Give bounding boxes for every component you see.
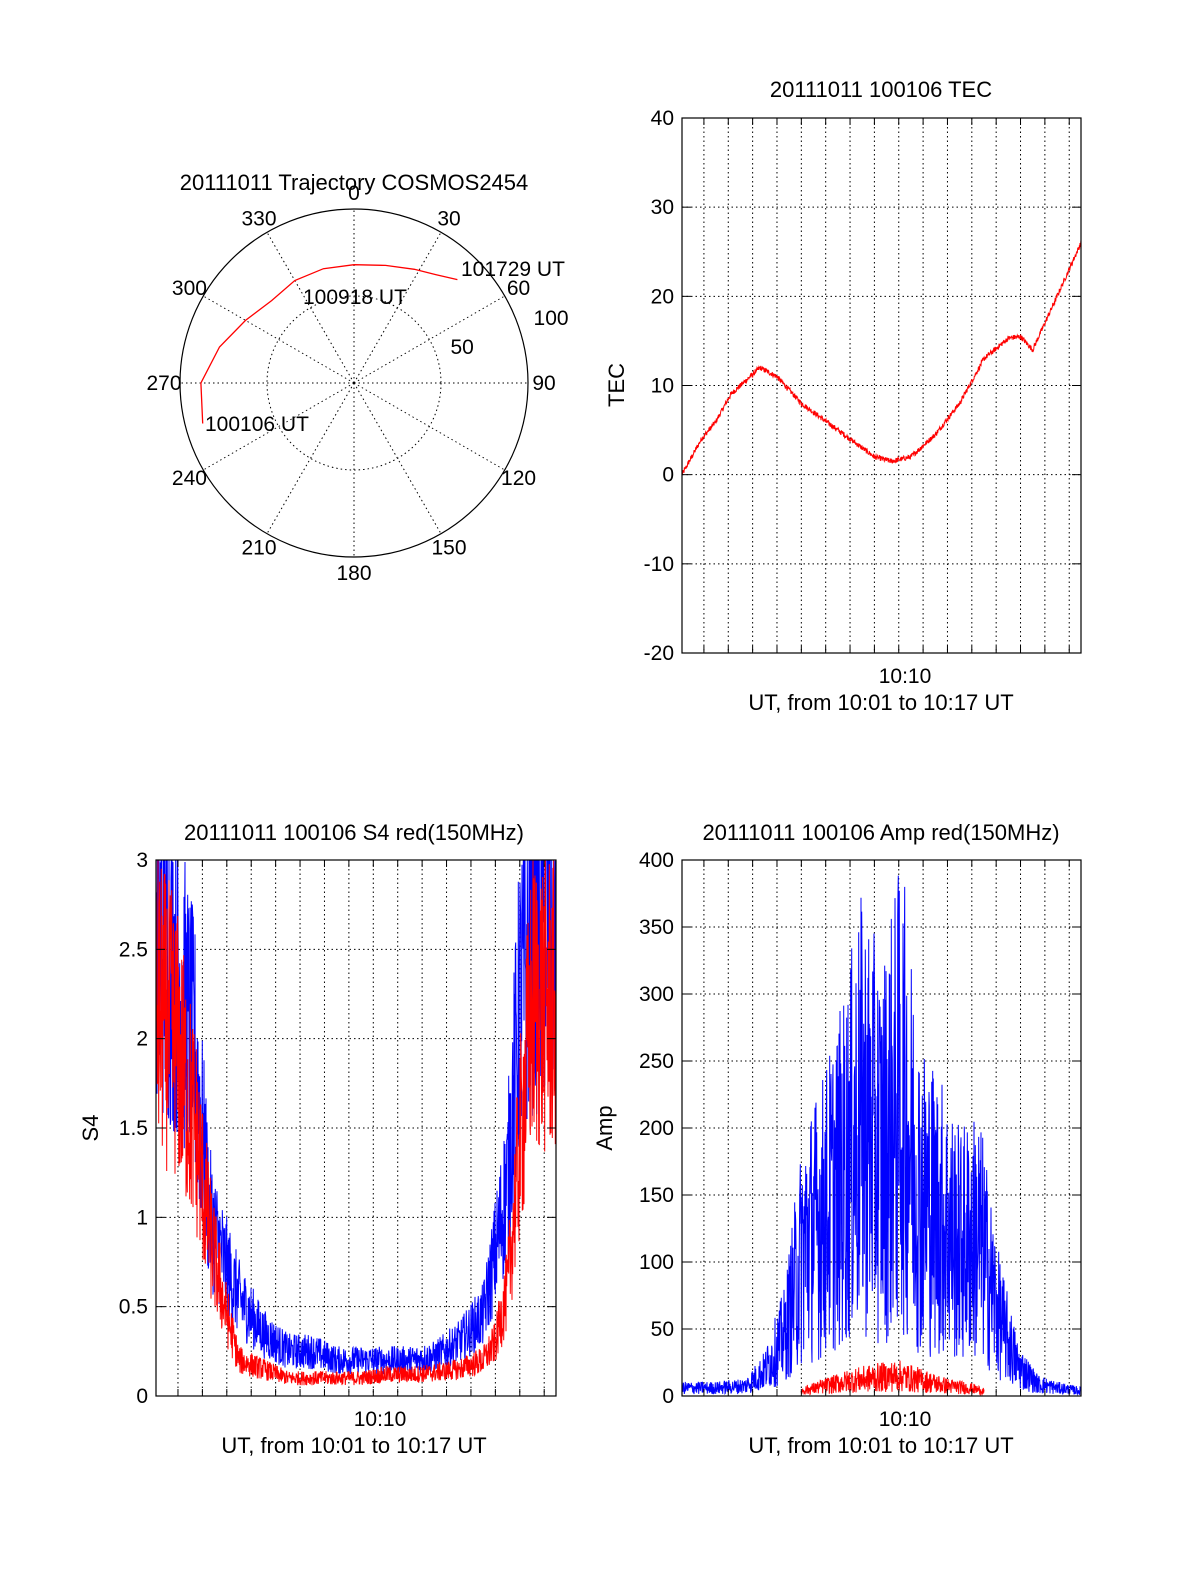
tec-series <box>681 240 1082 476</box>
s4-grid <box>156 860 556 1396</box>
s4-series-line <box>155 859 557 1376</box>
tec-y-tick-label: 40 <box>651 107 674 130</box>
tec-ticks: -20 -10 0 10 20 30 40 <box>644 107 1081 665</box>
amp-y-tick-label: 250 <box>639 1050 674 1073</box>
amp-y-tick-label: 400 <box>639 849 674 872</box>
s4-x-axis-label: UT, from 10:01 to 10:17 UT <box>221 1433 486 1458</box>
amp-y-axis-label: Amp <box>592 1105 617 1150</box>
polar-series <box>200 264 458 424</box>
s4-y-tick-label: 0 <box>136 1385 148 1408</box>
s4-series-line <box>155 859 557 1386</box>
polar-spoke <box>203 382 355 471</box>
tec-series-line <box>681 240 1082 476</box>
amp-series-line <box>800 1360 985 1397</box>
polar-azimuth-tick-label: 300 <box>172 277 207 300</box>
tec-y-tick-label: 30 <box>651 196 674 219</box>
tec-grid <box>682 118 1081 653</box>
polar-ring <box>266 295 442 471</box>
s4-ticks: 0 0.5 1 1.5 2 2.5 3 <box>119 849 556 1408</box>
tec-y-tick-label: -20 <box>644 642 674 665</box>
amp-ticks: 0 50 100 150 200 250 300 350 400 <box>639 849 1081 1408</box>
amp-y-tick-label: 0 <box>662 1385 674 1408</box>
tec-x-axis-label: UT, from 10:01 to 10:17 UT <box>748 690 1013 715</box>
annotation-mid-time: 100918 UT <box>303 286 407 309</box>
polar-spoke <box>266 382 355 534</box>
tec-title: 20111011 100106 TEC <box>770 77 992 102</box>
s4-y-tick-label: 0.5 <box>119 1296 148 1319</box>
amp-y-tick-label: 50 <box>651 1318 674 1341</box>
polar-azimuth-tick-label: 150 <box>431 537 466 560</box>
s4-y-tick-label: 1.5 <box>119 1117 148 1140</box>
polar-radial-tick-label: 100 <box>534 307 569 330</box>
s4-series <box>155 859 557 1386</box>
s4-y-tick-label: 2 <box>136 1028 148 1051</box>
annotation-start-time: 100106 UT <box>205 413 309 436</box>
amp-y-tick-label: 350 <box>639 916 674 939</box>
s4-y-tick-label: 2.5 <box>119 938 148 961</box>
polar-trajectory-line <box>200 264 458 424</box>
tec-y-tick-label: -10 <box>644 553 674 576</box>
polar-azimuth-tick-label: 60 <box>507 277 530 300</box>
s4-y-tick-label: 3 <box>136 849 148 872</box>
s4-y-tick-label: 1 <box>136 1206 148 1229</box>
polar-radial-tick-label: 50 <box>451 336 474 359</box>
polar-grid <box>180 209 528 557</box>
tec-y-tick-label: 20 <box>651 285 674 308</box>
polar-title: 20111011 Trajectory COSMOS2454 <box>180 170 529 195</box>
s4-panel: 20111011 100106 S4 red(150MHz) 0 0.5 1 1.5 2… <box>78 820 557 1458</box>
polar-azimuth-tick-label: 120 <box>501 467 536 490</box>
polar-azimuth-tick-label: 210 <box>241 537 276 560</box>
s4-x-tick-label: 10:10 <box>354 1408 407 1431</box>
polar-azimuth-tick-label: 90 <box>532 372 555 395</box>
amp-series <box>681 875 1082 1397</box>
tec-y-tick-label: 10 <box>651 375 674 398</box>
amp-y-tick-label: 200 <box>639 1117 674 1140</box>
polar-azimuth-tick-label: 0 <box>348 182 360 205</box>
s4-title: 20111011 100106 S4 red(150MHz) <box>184 820 524 845</box>
amp-series-line <box>681 875 1082 1397</box>
polar-azimuth-tick-label: 270 <box>146 372 181 395</box>
polar-spoke <box>203 295 355 384</box>
amp-y-tick-label: 100 <box>639 1251 674 1274</box>
polar-outer-circle <box>179 208 529 558</box>
amp-y-tick-label: 150 <box>639 1184 674 1207</box>
polar-spoke <box>266 232 355 384</box>
polar-azimuth-tick-label: 240 <box>172 467 207 490</box>
polar-azimuth-tick-label: 330 <box>241 207 276 230</box>
tec-x-tick-label: 10:10 <box>879 665 932 688</box>
polar-azimuth-tick-label: 30 <box>437 207 460 230</box>
amp-x-axis-label: UT, from 10:01 to 10:17 UT <box>748 1433 1013 1458</box>
tec-panel: 20111011 100106 TEC -20 -10 0 10 20 30 40 10:1… <box>604 77 1082 715</box>
polar-azimuth-tick-label: 180 <box>336 562 371 585</box>
amp-title: 20111011 100106 Amp red(150MHz) <box>702 820 1059 845</box>
s4-y-axis-label: S4 <box>78 1115 103 1142</box>
amp-x-tick-label: 10:10 <box>879 1408 932 1431</box>
polar-trajectory-panel: 20111011 Trajectory COSMOS2454 0 30 60 90 12… <box>146 170 568 585</box>
annotation-end-time: 101729 UT <box>461 258 565 281</box>
tec-y-axis-label: TEC <box>604 363 629 407</box>
amp-y-tick-label: 300 <box>639 983 674 1006</box>
polar-radial-labels: 50 100 <box>451 307 569 359</box>
amp-panel: 20111011 100106 Amp red(150MHz) 0 50 100 15… <box>592 820 1082 1458</box>
polar-azimuth-labels: 0 30 60 90 120 150 180 210 240 270 300 330 <box>146 182 555 585</box>
tec-y-tick-label: 0 <box>662 464 674 487</box>
